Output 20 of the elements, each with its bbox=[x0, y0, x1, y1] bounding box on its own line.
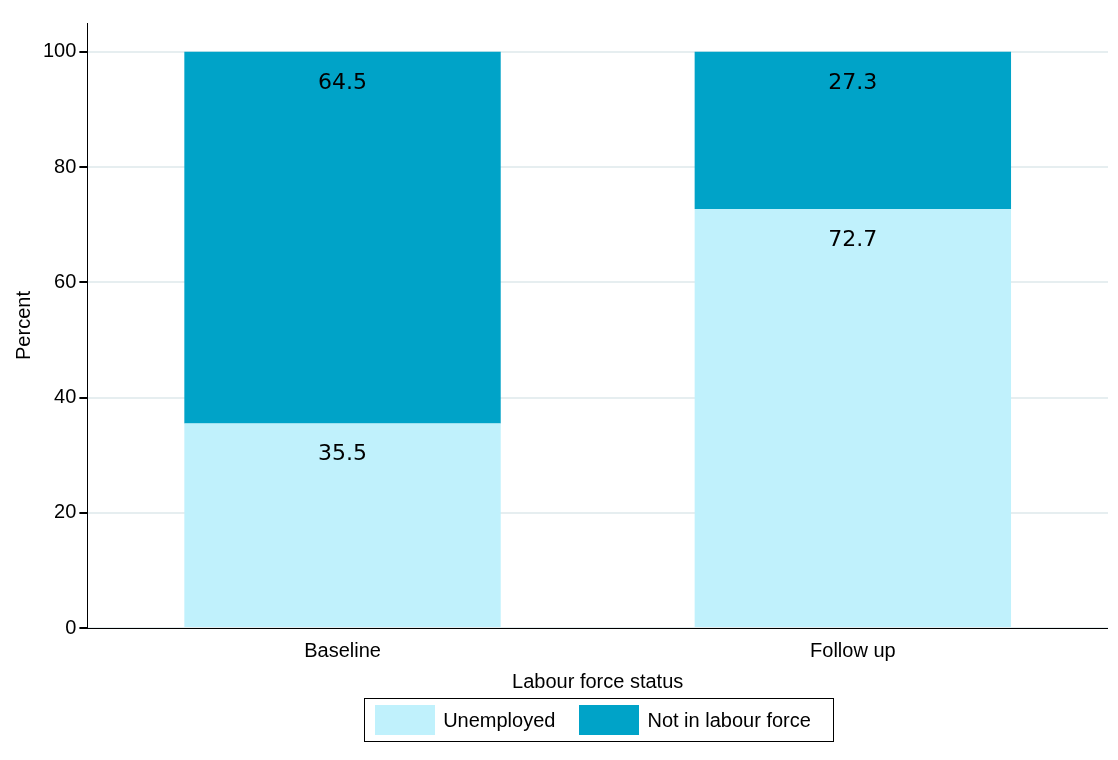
y-tick-label: 100 bbox=[42, 39, 77, 62]
y-axis-title: Percent bbox=[11, 290, 34, 360]
data-label: 27.3 bbox=[828, 68, 878, 94]
y-tick-label: 80 bbox=[54, 154, 77, 177]
y-tick-label: 40 bbox=[54, 385, 77, 408]
data-label: 72.7 bbox=[828, 225, 878, 251]
x-axis-title: Labour force status bbox=[512, 669, 684, 692]
y-tick-label: 20 bbox=[54, 500, 77, 523]
bar bbox=[184, 51, 501, 424]
data-label: 64.5 bbox=[318, 68, 368, 94]
x-tick-label: Follow up bbox=[810, 638, 896, 661]
bar bbox=[184, 423, 501, 627]
legend-label: Not in labour force bbox=[647, 708, 811, 732]
x-tick-label: Baseline bbox=[304, 638, 381, 661]
y-tick-label: 60 bbox=[54, 269, 77, 292]
legend-label: Unemployed bbox=[443, 708, 556, 732]
y-tick-label: 0 bbox=[65, 615, 77, 638]
bar bbox=[694, 209, 1012, 627]
data-label: 35.5 bbox=[318, 440, 368, 466]
bar bbox=[694, 51, 1012, 210]
